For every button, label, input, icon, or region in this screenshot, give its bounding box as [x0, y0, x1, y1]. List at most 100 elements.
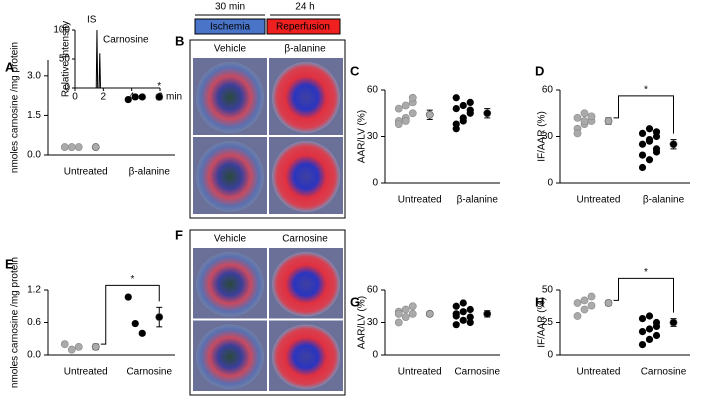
y-axis-label: nmoles carnosine /mg protein: [10, 42, 21, 173]
data-point: [67, 143, 76, 151]
x-tick-label: Untreated: [64, 367, 108, 378]
mean-marker: [483, 109, 492, 118]
significance-bracket: [100, 284, 160, 345]
y-tick-label: 0.6: [27, 317, 41, 328]
peak-label: Carnosine: [103, 35, 149, 46]
data-point: [459, 308, 467, 316]
y-tick-label: 1.2: [27, 285, 41, 296]
x-tick-label: Untreated: [398, 367, 442, 378]
y-tick-label: 25: [542, 317, 554, 328]
data-point: [67, 345, 76, 354]
data-point: [408, 302, 417, 311]
data-point: [394, 104, 403, 113]
x-tick-label: Untreated: [577, 367, 621, 378]
data-point: [638, 315, 647, 323]
mean-marker: [155, 313, 164, 321]
y-tick-label: 30: [542, 131, 554, 142]
x-tick-label: β-alanine: [129, 167, 171, 178]
data-point: [394, 318, 403, 327]
y-tick-label: 50: [59, 54, 71, 65]
mean-marker: [483, 309, 492, 318]
data-point: [408, 309, 417, 318]
data-point: [580, 305, 589, 314]
heart-slice: [272, 252, 340, 317]
data-point: [466, 106, 474, 114]
x-tick-label: Carnosine: [641, 367, 687, 378]
mean-marker: [425, 309, 434, 318]
data-point: [652, 322, 661, 330]
data-point: [466, 313, 474, 321]
data-point: [638, 140, 647, 148]
data-point: [638, 163, 647, 172]
y-tick-label: 1.5: [27, 110, 41, 121]
y-axis-label: IF/AAR (%): [537, 297, 548, 348]
data-point: [459, 114, 467, 122]
column-label: Vehicle: [214, 44, 247, 55]
x-tick-label: β-alanine: [643, 195, 685, 206]
panel-label: A: [5, 59, 15, 74]
panel-label: D: [535, 63, 544, 78]
period-label: 24 h: [295, 2, 314, 13]
reperfusion-box: [266, 18, 341, 35]
y-tick-label: 0: [547, 350, 553, 361]
data-point: [573, 129, 582, 138]
data-point: [138, 329, 146, 337]
panel-label: F: [175, 227, 183, 242]
x-tick-label: 4: [129, 92, 135, 103]
x-axis-label: min: [166, 92, 182, 103]
data-point: [459, 101, 467, 110]
data-point: [580, 109, 589, 118]
heart-slice: [196, 62, 264, 133]
mean-marker: [669, 318, 678, 327]
data-point: [401, 117, 410, 125]
data-point: [638, 151, 647, 159]
data-point: [408, 93, 417, 102]
x-tick-label: Untreated: [577, 195, 621, 206]
heart-slice: [196, 141, 264, 212]
data-point: [645, 125, 654, 133]
data-point: [466, 98, 474, 106]
data-point: [652, 145, 661, 153]
mean-marker: [669, 140, 678, 149]
significance-bracket: [613, 277, 674, 313]
y-tick-label: 3.0: [27, 70, 41, 81]
y-tick-label: 0: [64, 83, 70, 94]
x-tick-label: β-alanine: [457, 195, 499, 206]
mean-marker: [91, 143, 100, 151]
phase-label: Ischemia: [210, 22, 250, 33]
y-tick-label: 0: [547, 178, 553, 189]
y-tick-label: 50: [542, 285, 554, 296]
data-point: [452, 312, 460, 320]
x-tick-label: 2: [101, 92, 107, 103]
data-point: [124, 95, 132, 104]
y-axis-label: AAR/LV (%): [357, 296, 368, 349]
y-tick-label: 30: [367, 131, 379, 142]
significance-bracket: [613, 95, 674, 134]
panel-label: C: [350, 63, 360, 78]
y-axis-label: Relative Intensity: [61, 21, 72, 97]
significance-label: *: [644, 267, 648, 278]
data-point: [638, 341, 647, 349]
x-tick-label: Carnosine: [126, 367, 172, 378]
x-tick-label: 6: [157, 92, 163, 103]
heart-slice: [196, 324, 264, 389]
data-point: [408, 109, 417, 118]
data-point: [74, 143, 83, 151]
mean-marker: [155, 93, 164, 101]
mean-marker: [604, 117, 613, 125]
panel-label: B: [175, 33, 184, 48]
significance-label: *: [157, 81, 161, 92]
y-tick-label: 60: [367, 85, 379, 96]
data-point: [452, 120, 460, 128]
y-tick-label: 0: [372, 178, 378, 189]
period-label: 30 min: [215, 2, 245, 13]
data-point: [394, 120, 403, 128]
data-point: [573, 312, 582, 320]
data-point: [401, 101, 410, 110]
data-point: [124, 293, 132, 301]
x-tick-label: Untreated: [64, 167, 108, 178]
data-point: [466, 305, 474, 314]
y-tick-label: 60: [367, 285, 379, 296]
data-point: [452, 105, 460, 113]
